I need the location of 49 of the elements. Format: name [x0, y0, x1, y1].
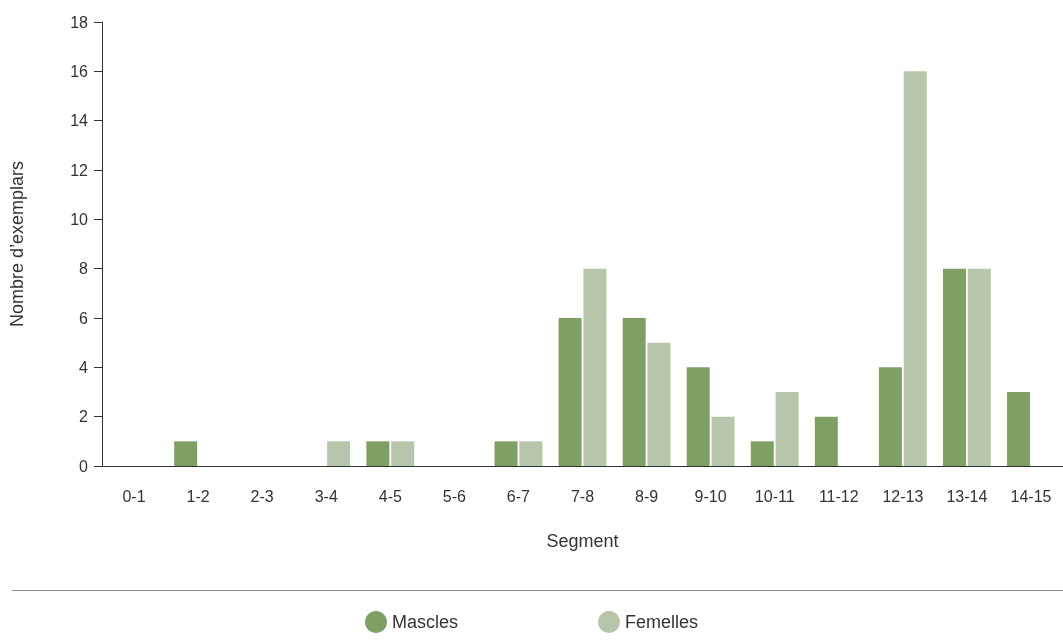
- legend-label: Femelles: [625, 612, 699, 632]
- y-tick-label: 2: [79, 408, 89, 426]
- bar: [622, 318, 646, 466]
- y-tick-label: 0: [79, 457, 89, 475]
- x-tick-label: 4-5: [378, 487, 402, 505]
- x-tick-label: 14-15: [1010, 487, 1052, 505]
- x-tick-label: 13-14: [946, 487, 988, 505]
- bar: [558, 318, 582, 466]
- x-tick-label: 0-1: [122, 487, 146, 505]
- y-axis-title: Nombre d’exemplars: [7, 160, 27, 328]
- legend-label: Mascles: [391, 612, 458, 632]
- bar: [686, 367, 710, 466]
- bar: [903, 71, 927, 466]
- x-tick-label: 10-11: [754, 487, 795, 505]
- y-tick-label: 6: [79, 309, 89, 327]
- bar: [814, 416, 838, 466]
- x-tick-label: 3-4: [314, 487, 338, 505]
- bar: [391, 441, 415, 466]
- x-tick-label: 7-8: [570, 487, 595, 505]
- x-axis-title: Segment: [546, 531, 619, 551]
- bar: [967, 268, 991, 466]
- bar: [942, 268, 966, 466]
- bar: [583, 268, 607, 466]
- bar: [750, 441, 774, 466]
- x-tick-label: 8-9: [635, 487, 659, 505]
- y-tick-label: 8: [79, 260, 89, 278]
- bar: [366, 441, 390, 466]
- x-tick-label: 5-6: [442, 487, 467, 505]
- x-tick-label: 11-12: [818, 487, 859, 505]
- y-tick-label: 4: [79, 358, 89, 376]
- x-tick-label: 9-10: [694, 487, 727, 505]
- bar: [174, 441, 198, 466]
- bar: [519, 441, 543, 466]
- bar: [711, 416, 735, 466]
- x-tick-label: 2-3: [250, 487, 274, 505]
- bar: [494, 441, 518, 466]
- bar: [647, 342, 671, 466]
- y-tick-label: 12: [70, 161, 89, 179]
- bar: [1007, 392, 1031, 466]
- bar: [878, 367, 902, 466]
- x-tick-label: 1-2: [186, 487, 210, 505]
- y-tick-label: 10: [70, 210, 89, 228]
- x-tick-label: 6-7: [506, 487, 531, 505]
- x-tick-label: 12-13: [882, 487, 924, 505]
- y-tick-label: 16: [70, 62, 89, 80]
- bar: [775, 392, 799, 466]
- y-tick-label: 14: [70, 112, 89, 130]
- bar: [327, 441, 351, 466]
- y-tick-label: 18: [70, 13, 89, 31]
